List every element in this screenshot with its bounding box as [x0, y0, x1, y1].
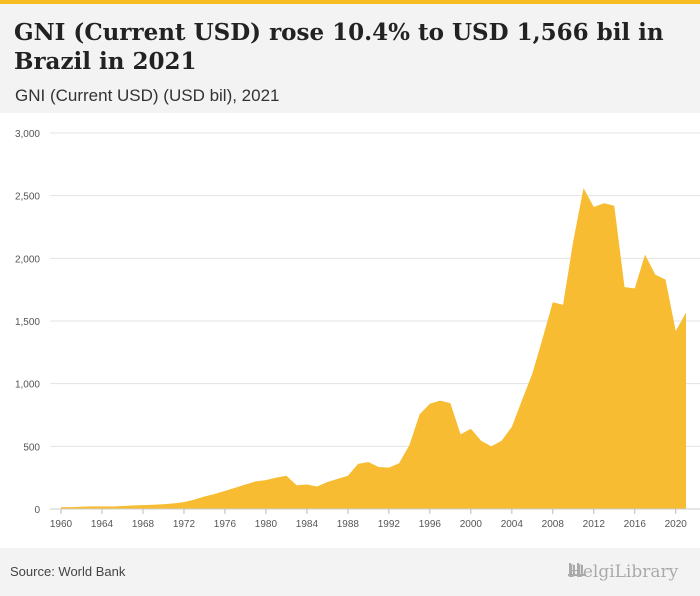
x-tick-label: 1964 — [91, 519, 114, 530]
y-tick-label: 1,000 — [15, 380, 40, 391]
helgi-library-logo: HelgiLibrary — [568, 562, 678, 582]
x-tick-label: 2016 — [624, 519, 647, 530]
x-tick-label: 2004 — [501, 519, 524, 530]
y-tick-label: 1,500 — [15, 317, 40, 328]
logo-text: HelgiLibrary — [568, 562, 679, 582]
y-tick-label: 3,000 — [15, 129, 40, 140]
accent-bar — [0, 0, 700, 4]
series-area-path — [61, 188, 686, 509]
x-tick-label: 2008 — [542, 519, 565, 530]
chart-subtitle: GNI (Current USD) (USD bil), 2021 — [15, 86, 280, 105]
x-tick-label: 1988 — [337, 519, 360, 530]
y-tick-label: 2,000 — [15, 254, 40, 265]
x-tick-label: 2020 — [665, 519, 688, 530]
source-note: Source: World Bank — [10, 564, 126, 579]
x-tick-label: 1980 — [255, 519, 278, 530]
x-tick-label: 1960 — [50, 519, 73, 530]
x-tick-label: 1992 — [378, 519, 401, 530]
library-columns-icon — [568, 563, 586, 576]
x-axis-ticks: 1960 1964 1968 1972 1976 1980 1984 1988 1992 1996… — [50, 508, 700, 530]
chart-header: GNI (Current USD) rose 10.4% to USD 1,56… — [0, 4, 700, 113]
y-tick-label: 0 — [34, 505, 40, 516]
x-tick-label: 1972 — [173, 519, 196, 530]
x-tick-label: 1996 — [419, 519, 442, 530]
series-area — [61, 188, 686, 509]
y-tick-label: 2,500 — [15, 192, 40, 203]
y-tick-label: 500 — [23, 442, 40, 453]
y-axis-ticks: 0 500 1,000 1,500 2,000 2,500 3,000 — [15, 129, 40, 516]
chart-title: GNI (Current USD) rose 10.4% to USD 1,56… — [14, 19, 664, 75]
x-tick-label: 1984 — [296, 519, 319, 530]
x-tick-label: 2012 — [583, 519, 606, 530]
x-tick-label: 2000 — [460, 519, 483, 530]
x-tick-label: 1968 — [132, 519, 155, 530]
x-tick-label: 1976 — [214, 519, 237, 530]
